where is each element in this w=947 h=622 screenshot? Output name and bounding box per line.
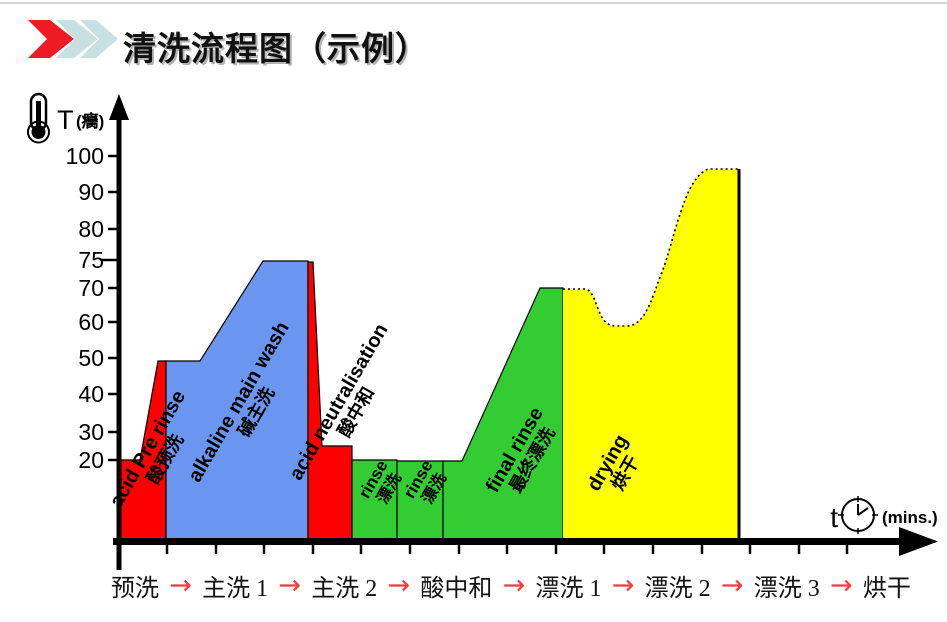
header-chevrons <box>28 20 118 58</box>
y-tick-label: 20 <box>78 447 104 473</box>
chevron-blue-icon <box>56 20 98 58</box>
y-axis: 100 90 80 75 70 60 50 40 30 20 <box>66 94 129 570</box>
x-axis-line <box>113 538 903 545</box>
y-axis-title: T <box>57 105 74 135</box>
x-axis-arrow-icon <box>899 527 938 556</box>
y-tick-label: 30 <box>78 419 104 445</box>
x-axis-unit: (mins.) <box>882 508 938 527</box>
step-arrow-icon: → <box>611 570 635 601</box>
region-drying <box>563 169 739 542</box>
step-drying: 烘干 <box>862 576 911 602</box>
y-tick-label: 80 <box>78 216 104 242</box>
step-acid-neutralise: 酸中和 <box>420 576 493 602</box>
step-arrow-icon: → <box>830 570 853 601</box>
y-tick-label: 75 <box>78 247 104 273</box>
step-main-wash-2: 主洗 2 <box>311 576 378 602</box>
step-arrow-icon: → <box>278 570 301 601</box>
y-axis-labels: 100 90 80 75 70 60 50 40 30 20 <box>66 143 104 473</box>
clock-icon <box>838 496 878 534</box>
chevron-red-icon <box>28 20 74 58</box>
y-tick-label: 90 <box>78 179 104 205</box>
y-tick-label: 50 <box>78 345 104 371</box>
step-rinse-3: 漂洗 3 <box>753 576 820 602</box>
y-axis-unit: (癵) <box>76 111 104 131</box>
step-pre-wash: 预洗 <box>111 576 159 602</box>
y-tick-label: 40 <box>78 381 104 407</box>
thermometer-icon <box>27 92 50 144</box>
page-title: 清洗流程图（示例） <box>123 32 429 68</box>
chevron-blue-icon <box>80 20 118 58</box>
step-arrow-icon: → <box>387 570 411 601</box>
y-tick-label: 70 <box>78 275 104 301</box>
step-rinse-2: 漂洗 2 <box>644 576 711 602</box>
top-divider-rule <box>0 2 947 4</box>
step-arrow-icon: → <box>720 570 744 601</box>
step-main-wash-1: 主洗 1 <box>202 576 269 602</box>
y-axis-line <box>116 112 122 570</box>
y-axis-arrow-icon <box>109 94 129 120</box>
x-axis-title: t <box>830 502 838 533</box>
process-steps-strip: 预洗 → 主洗 1 → 主洗 2 → 酸中和 → 漂洗 1 → 漂洗 2 → 漂… <box>111 568 911 603</box>
y-axis-ticks <box>101 154 117 462</box>
drying-dotted-curve <box>563 168 739 327</box>
step-arrow-icon: → <box>169 570 192 601</box>
y-tick-label: 60 <box>78 309 104 335</box>
x-axis <box>113 527 938 556</box>
step-rinse-1: 漂洗 1 <box>535 576 602 602</box>
y-tick-label: 100 <box>66 143 104 169</box>
step-arrow-icon: → <box>502 570 526 601</box>
